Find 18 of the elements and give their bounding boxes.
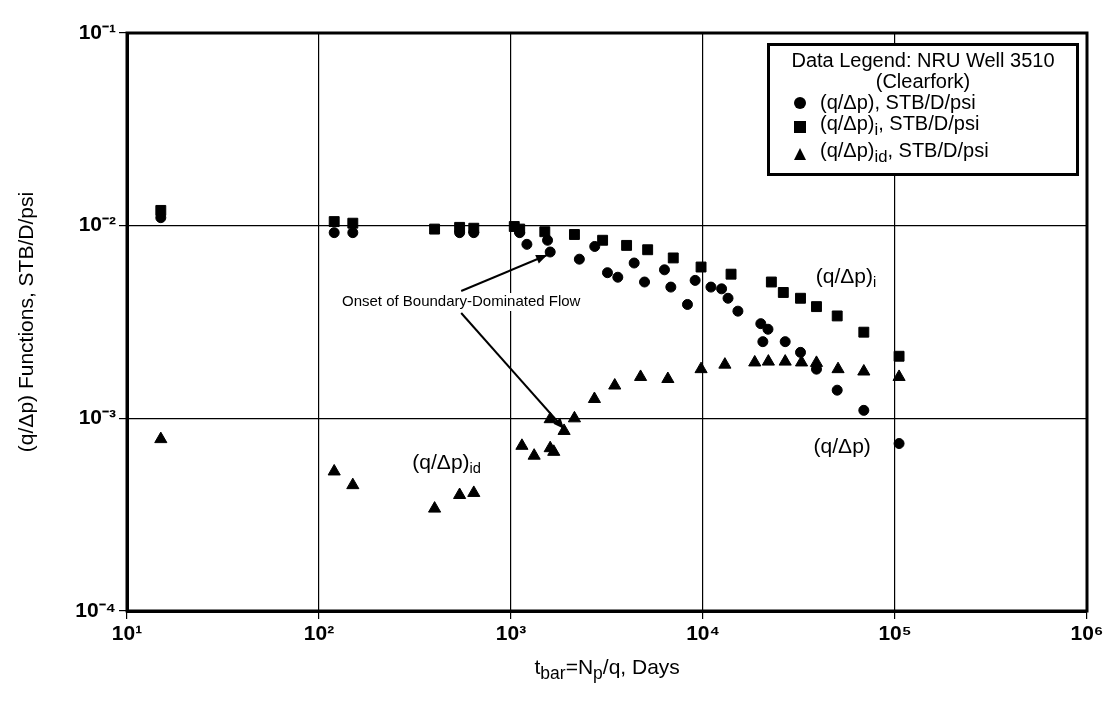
x-tick-label: 10⁶ [1070,621,1104,645]
annotation: Onset of Boundary-Dominated Flow [341,292,581,310]
legend-label: (q/Δp)$_{i}$, STB/D/psi [820,112,980,140]
legend-label: (q/Δp)$_{id}$, STB/D/psi [820,139,989,167]
y-tick-label: 10⁻² [78,212,116,236]
y-axis-title: (q/Δp) Functions, STB/D/psi [14,191,39,453]
y-tick-label: 10⁻¹ [78,19,116,43]
x-tick-label: 10⁴ [686,621,720,645]
x-tick-label: 10² [303,621,335,645]
y-tick-label: 10⁻³ [78,405,116,429]
annotation: (q/Δp) [813,433,871,457]
x-tick-label: 10³ [495,621,527,645]
x-tick-label: 10¹ [111,621,143,645]
legend-label: (q/Δp), STB/D/psi [820,91,976,113]
legend-title: Data Legend: NRU Well 3510 (Clearfork) [790,49,1056,92]
x-axis-title: t$_{bar}$=N$_{p}$/q, Days [534,655,680,685]
y-tick-label: 10⁻⁴ [75,597,116,621]
x-tick-label: 10⁵ [878,621,912,645]
